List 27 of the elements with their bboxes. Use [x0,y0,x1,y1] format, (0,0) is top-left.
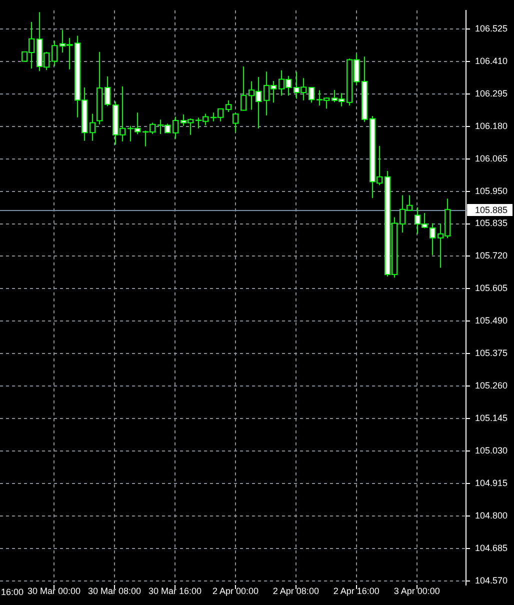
y-tick-label: 106.295 [475,88,508,98]
x-tick-label: 30 Mar 16:00 [148,586,202,596]
ref-line-label: 105.885 [475,204,508,215]
y-tick-label: 105.720 [475,250,508,261]
y-tick-label: 105.835 [475,218,508,228]
y-tick-label: 106.180 [475,120,508,131]
x-tick-label: 30 Mar 08:00 [88,586,142,596]
y-tick-label: 105.605 [475,283,508,294]
text: 16:00 [1,586,24,597]
y-tick-label: 105.030 [475,445,508,456]
y-tick-label: 106.525 [475,24,508,34]
x-tick-label: 3 Apr 00:00 [394,586,440,596]
x-tick-label: 30 Mar 00:00 [28,586,81,596]
y-tick-label: 106.065 [475,153,508,164]
x-tick-label: 2 Apr 08:00 [272,586,319,596]
y-tick-label: 105.490 [475,316,508,326]
y-tick-label: 105.375 [475,348,508,358]
y-tick-label: 104.915 [475,478,508,488]
y-tick-label: 104.800 [475,510,508,520]
y-tick-label: 105.145 [475,412,508,423]
y-tick-label: 104.685 [475,542,508,553]
x-tick-label: 2 Apr 00:00 [212,586,258,596]
y-tick-label: 105.950 [475,186,508,196]
y-tick-label: 106.410 [475,56,508,66]
y-tick-label: 104.570 [475,575,508,586]
y-tick-label: 105.260 [475,380,508,391]
x-tick-label: 2 Apr 16:00 [333,586,380,596]
